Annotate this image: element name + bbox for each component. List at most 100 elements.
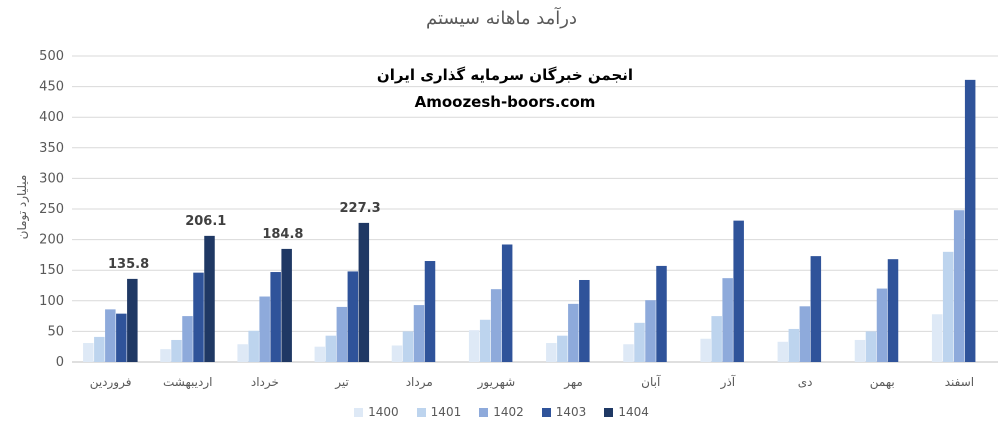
watermark-text-farsi: انجمن خبرگان سرمایه گذاری ایران <box>376 66 634 84</box>
bar-1403 <box>733 220 744 362</box>
bar-1403 <box>193 272 204 362</box>
bar-1403 <box>347 271 359 362</box>
x-tick-label: اردیبهشت <box>163 375 212 390</box>
x-tick-label: بهمن <box>870 375 895 390</box>
x-tick-label: آذر <box>720 374 736 390</box>
bar-1403 <box>501 244 513 362</box>
x-tick-label: تیر <box>334 375 349 390</box>
y-tick-label: 250 <box>39 202 64 217</box>
data-labels: 135.8 206.1 184.8 227.3 <box>108 201 381 272</box>
bar-1400 <box>777 341 789 362</box>
y-tick-label: 150 <box>39 263 64 278</box>
y-tick-label: 350 <box>39 141 64 156</box>
bar-1401 <box>94 336 105 362</box>
bar-1403 <box>964 79 976 363</box>
x-tick-label: اسفند <box>945 375 974 389</box>
y-tick-label: 400 <box>39 110 64 125</box>
bar-1403 <box>810 256 822 362</box>
bar-1401 <box>557 335 568 362</box>
y-tick-label: 100 <box>39 294 64 309</box>
x-tick-label: دی <box>798 375 813 389</box>
bar-1404 <box>204 235 215 362</box>
bar-1402 <box>953 210 965 362</box>
bar-1400 <box>314 346 326 362</box>
data-label: 227.3 <box>340 201 381 216</box>
bar-1400 <box>931 314 943 362</box>
bar-1400 <box>854 339 866 362</box>
bar-1401 <box>711 316 722 362</box>
y-tick-label: 450 <box>39 80 64 95</box>
bar-1401 <box>479 319 491 362</box>
bar-1401 <box>634 322 645 362</box>
bar-1402 <box>105 309 116 362</box>
y-tick-label: 500 <box>39 49 64 64</box>
y-tick-label: 0 <box>56 355 64 370</box>
legend-swatch <box>541 407 551 417</box>
legend-swatch <box>416 407 426 417</box>
bar-1402 <box>799 306 811 362</box>
bar-1403 <box>656 265 667 362</box>
bar-1401 <box>942 251 954 362</box>
legend-item-1402: 1402 <box>479 405 524 419</box>
x-tick-label: فروردین <box>90 375 132 390</box>
legend-item-1400: 1400 <box>354 405 399 419</box>
bar-1401 <box>248 330 259 362</box>
bar-1402 <box>645 300 656 362</box>
legend-label: 1403 <box>555 405 587 419</box>
bar-1403 <box>887 259 899 362</box>
y-tick-label: 50 <box>47 324 64 339</box>
x-tick-label: خرداد <box>251 375 279 390</box>
bar-1403 <box>424 261 436 362</box>
bar-1400 <box>546 343 557 362</box>
bars <box>83 79 976 363</box>
bar-1402 <box>568 303 579 362</box>
bar-1400 <box>623 344 634 362</box>
legend: 1400 1401 1402 1403 1404 <box>0 405 1003 419</box>
chart-title: درآمد ماهانه سیستم <box>426 8 577 29</box>
y-axis-label: میلیارد تومان <box>15 174 29 240</box>
bar-1402 <box>182 316 193 362</box>
bar-1404 <box>281 248 292 362</box>
data-label: 184.8 <box>262 227 303 242</box>
bar-1402 <box>722 278 733 362</box>
bar-1400 <box>160 349 171 362</box>
bar-1400 <box>468 330 480 362</box>
legend-label: 1402 <box>493 405 524 419</box>
legend-item-1404: 1404 <box>604 405 649 419</box>
bar-1401 <box>325 335 337 362</box>
y-tick-label: 300 <box>39 171 64 186</box>
watermark-url: Amoozesh-boors.com <box>414 93 596 111</box>
bar-1402 <box>876 288 888 362</box>
bar-1401 <box>865 331 877 362</box>
x-tick-label: آبان <box>641 374 661 389</box>
bar-1400 <box>391 345 403 362</box>
bar-1403 <box>579 279 590 362</box>
bar-1403 <box>116 313 127 362</box>
data-label: 135.8 <box>108 257 149 272</box>
legend-swatch <box>354 407 364 417</box>
legend-label: 1401 <box>430 405 462 419</box>
bar-1403 <box>270 272 281 362</box>
bar-1400 <box>700 338 711 362</box>
x-tick-label: مهر <box>563 375 583 390</box>
bar-1402 <box>259 296 270 362</box>
legend-item-1401: 1401 <box>416 405 462 419</box>
bar-1404 <box>127 278 138 362</box>
legend-label: 1404 <box>618 405 649 419</box>
bar-1402 <box>336 306 348 362</box>
bar-1402 <box>413 305 425 362</box>
gridlines <box>72 55 998 363</box>
legend-item-1403: 1403 <box>541 405 587 419</box>
bar-1404 <box>358 222 370 362</box>
x-tick-label: مرداد <box>406 375 433 390</box>
data-label: 206.1 <box>185 214 226 229</box>
legend-label: 1400 <box>368 405 399 419</box>
legend-swatch <box>604 407 614 417</box>
legend-swatch <box>479 407 489 417</box>
bar-1402 <box>490 289 502 362</box>
bar-1401 <box>788 328 800 362</box>
y-tick-label: 200 <box>39 233 64 248</box>
bar-1401 <box>402 331 414 362</box>
x-tick-label: شهریور <box>477 375 516 390</box>
